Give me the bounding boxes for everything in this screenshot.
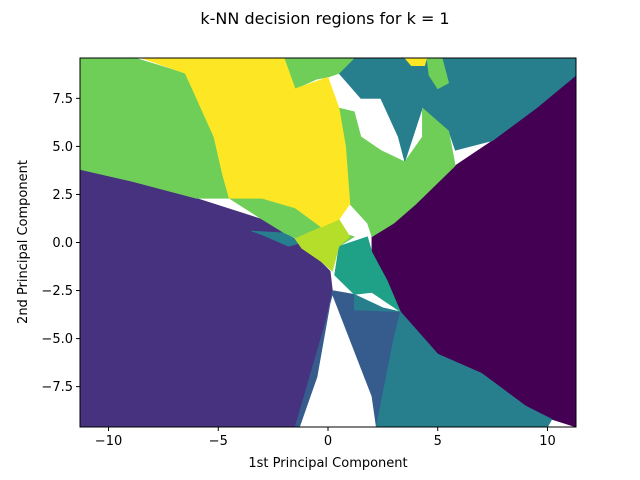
decision-region-class-8 [426, 58, 450, 90]
y-tick-label: 0.0 [52, 236, 73, 251]
x-tick-label: 5 [434, 434, 442, 449]
y-tick-label: −2.5 [41, 284, 73, 299]
decision-region-class-10 [141, 58, 351, 228]
x-axis: −10 −5 0 5 10 [95, 427, 556, 449]
y-tick-label: 5.0 [52, 140, 73, 155]
x-tick-label: −10 [95, 434, 122, 449]
x-tick-label: 0 [324, 434, 332, 449]
x-tick-label: −5 [209, 434, 228, 449]
y-tick-label: 7.5 [52, 92, 73, 107]
plot-area [80, 58, 576, 427]
chart-title: k-NN decision regions for k = 1 [200, 9, 449, 28]
y-tick-label: −5.0 [41, 332, 73, 347]
x-axis-label: 1st Principal Component [248, 456, 407, 471]
decision-region-class-5 [251, 230, 303, 247]
y-tick-label: 2.5 [52, 188, 73, 203]
decision-region-class-9 [294, 219, 351, 272]
decision-region-class-8 [338, 107, 456, 238]
y-axis: −7.5 −5.0 −2.5 0.0 2.5 5.0 7.5 [41, 92, 80, 395]
decision-region-class-10 [404, 58, 428, 66]
x-tick-label: 10 [539, 434, 556, 449]
decision-region-class-4 [334, 236, 402, 313]
y-tick-label: −7.5 [41, 380, 73, 395]
y-axis-label: 2nd Principal Component [16, 160, 31, 324]
